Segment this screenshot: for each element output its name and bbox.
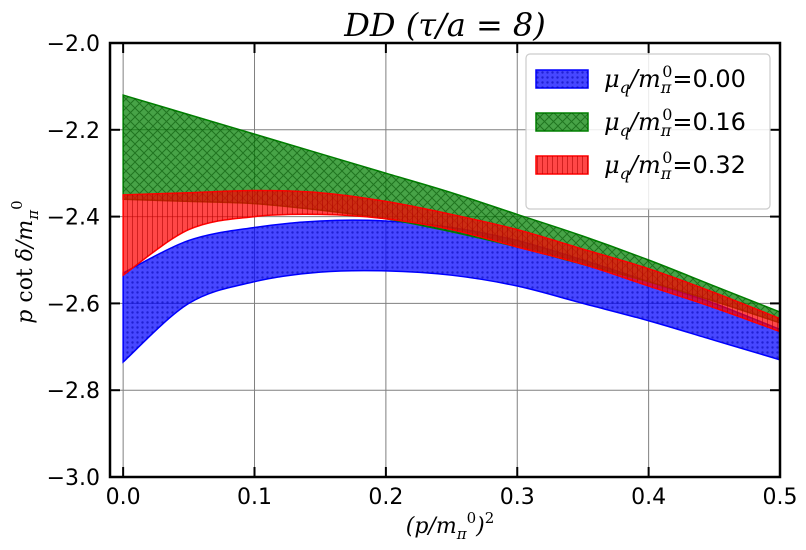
y-tick-label: −2.2 [47, 119, 100, 144]
legend-label: μq/mπ0=0.16 [604, 105, 746, 140]
legend-label: μq/mπ0=0.00 [604, 62, 746, 97]
y-tick-label: −2.6 [47, 292, 100, 317]
x-tick-label: 0.0 [106, 485, 141, 510]
y-tick-label: −3.0 [47, 466, 100, 491]
legend-swatch-hatch [536, 70, 588, 88]
y-tick-labels: −3.0 −2.8 −2.6 −2.4 −2.2 −2.0 [47, 32, 100, 491]
plot-frame [108, 41, 782, 479]
x-tick-labels: 0.0 0.1 0.2 0.3 0.4 0.5 [106, 485, 798, 510]
legend-item: μq/mπ0=0.00 [535, 62, 746, 97]
y-tick-label: −2.0 [47, 32, 100, 57]
y-tick-label: −2.8 [47, 379, 100, 404]
legend-item: μq/mπ0=0.32 [535, 148, 746, 183]
x-tick-label: 0.5 [763, 485, 798, 510]
bands [122, 94, 780, 364]
y-axis-label: p cot δ/mπ0 [8, 200, 42, 323]
band-series-2 [122, 189, 780, 333]
legend-swatch-hatch [536, 156, 588, 174]
legend-swatch-hatch [536, 113, 588, 131]
band-hatch [123, 190, 780, 332]
ticks [110, 42, 781, 478]
x-tick-label: 0.4 [631, 485, 666, 510]
x-tick-label: 0.3 [500, 485, 535, 510]
x-tick-label: 0.2 [368, 485, 403, 510]
legend-label: μq/mπ0=0.32 [604, 148, 746, 183]
band-hatch [123, 220, 780, 362]
chart-title: DD (τ/a = 8) [343, 6, 546, 44]
x-tick-label: 0.1 [237, 485, 272, 510]
y-tick-label: −2.4 [47, 206, 100, 231]
x-axis-label: (p/mπ0)2 [406, 509, 495, 543]
legend: μq/mπ0=0.00 μq/mπ0=0.16 μq/mπ0=0.32 [525, 53, 771, 210]
legend-item: μq/mπ0=0.16 [535, 105, 746, 140]
